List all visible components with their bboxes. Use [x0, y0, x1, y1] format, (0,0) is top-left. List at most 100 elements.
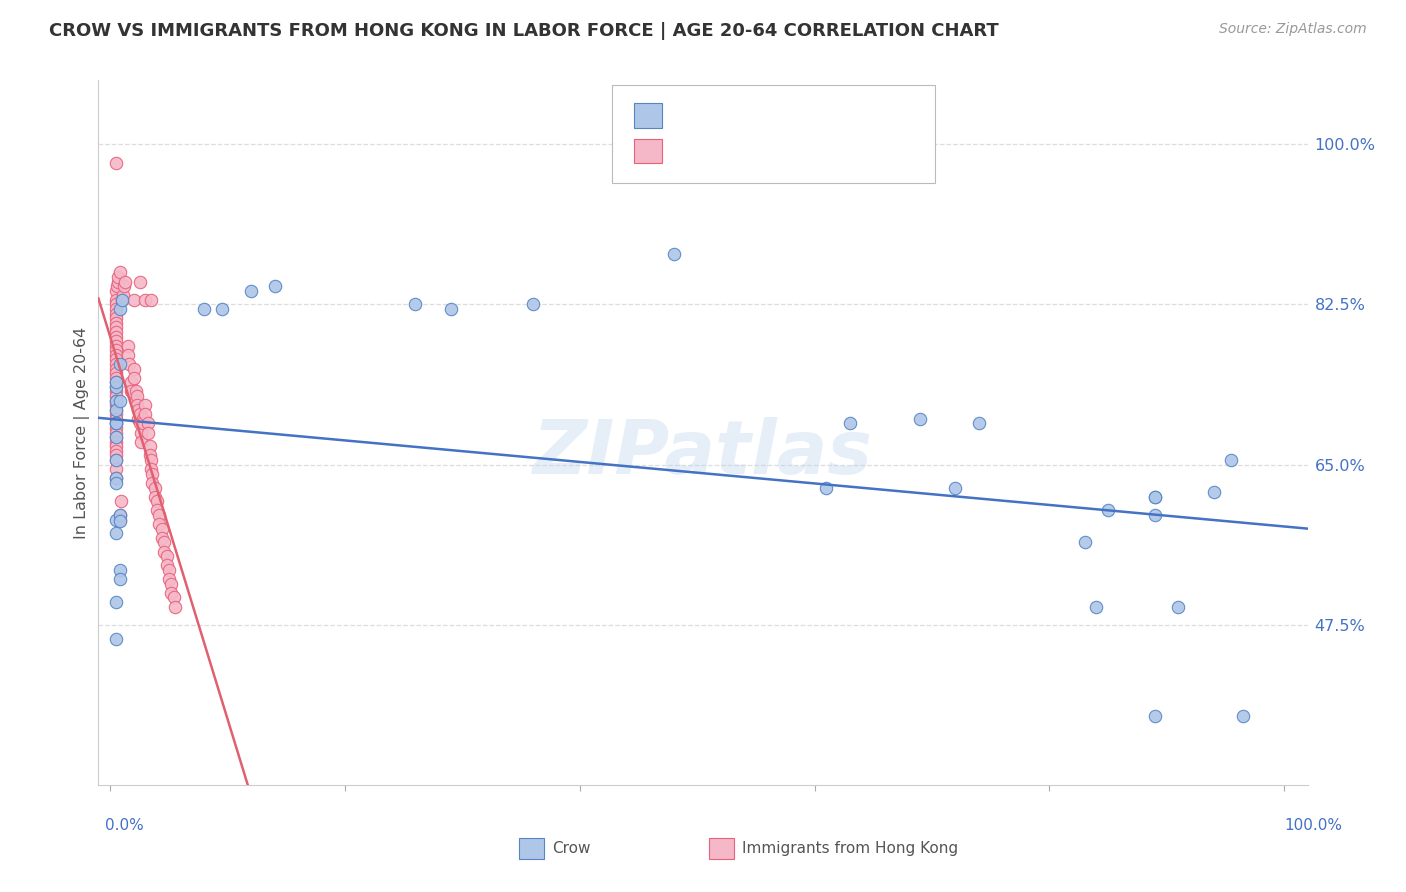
- Point: [105, 398, 128, 412]
- Point: [127, 389, 149, 403]
- Point: [1232, 709, 1254, 723]
- Point: [945, 481, 967, 495]
- Point: [108, 512, 131, 526]
- Point: [105, 425, 128, 440]
- Point: [1143, 508, 1166, 522]
- Point: [211, 301, 233, 316]
- Point: [128, 407, 150, 421]
- Point: [128, 417, 150, 431]
- Point: [105, 632, 128, 646]
- Point: [105, 307, 128, 321]
- Point: [105, 357, 128, 371]
- Point: [120, 384, 142, 399]
- Point: [105, 352, 128, 367]
- Point: [155, 558, 177, 573]
- Point: [105, 417, 128, 431]
- Point: [1097, 503, 1119, 517]
- Point: [105, 449, 128, 463]
- Point: [439, 301, 461, 316]
- Point: [139, 439, 162, 453]
- Point: [129, 434, 152, 449]
- Point: [105, 526, 128, 541]
- Point: [1202, 485, 1225, 500]
- Point: [404, 297, 426, 311]
- Point: [105, 320, 128, 334]
- Point: [108, 357, 131, 371]
- Point: [105, 407, 128, 421]
- Point: [1085, 599, 1108, 614]
- Point: [838, 417, 860, 431]
- Point: [105, 343, 128, 358]
- Point: [122, 370, 145, 384]
- Point: [132, 417, 155, 431]
- Point: [105, 370, 128, 384]
- Point: [125, 393, 148, 408]
- Point: [153, 535, 176, 549]
- Point: [136, 417, 159, 431]
- Point: [117, 339, 139, 353]
- Text: Source: ZipAtlas.com: Source: ZipAtlas.com: [1219, 22, 1367, 37]
- Point: [148, 508, 170, 522]
- Point: [143, 481, 166, 495]
- Point: [522, 297, 544, 311]
- Point: [162, 591, 184, 605]
- Text: ZIPatlas: ZIPatlas: [533, 417, 873, 491]
- Point: [163, 599, 186, 614]
- Point: [1220, 453, 1243, 467]
- Point: [263, 279, 285, 293]
- Point: [105, 471, 128, 485]
- Point: [150, 522, 173, 536]
- Point: [125, 384, 148, 399]
- Point: [105, 393, 128, 408]
- Point: [105, 512, 128, 526]
- Text: 100.0%: 100.0%: [1285, 818, 1343, 832]
- Text: Crow: Crow: [553, 841, 591, 855]
- Point: [1143, 490, 1166, 504]
- Point: [122, 361, 145, 376]
- Point: [107, 275, 129, 289]
- Point: [105, 348, 128, 362]
- Point: [108, 265, 131, 279]
- Point: [157, 572, 180, 586]
- Point: [129, 425, 152, 440]
- Point: [108, 508, 131, 522]
- Point: [105, 444, 128, 458]
- Point: [105, 453, 128, 467]
- Point: [105, 376, 128, 390]
- Point: [108, 515, 131, 529]
- Point: [908, 412, 931, 426]
- Point: [108, 508, 131, 522]
- Point: [105, 293, 128, 307]
- Point: [1167, 599, 1189, 614]
- Point: [105, 301, 128, 316]
- Point: [1073, 535, 1095, 549]
- Point: [105, 417, 128, 431]
- Point: [105, 430, 128, 444]
- Point: [141, 462, 163, 476]
- Point: [105, 434, 128, 449]
- Point: [141, 475, 163, 490]
- Point: [105, 402, 128, 417]
- Point: [118, 357, 141, 371]
- Point: [105, 380, 128, 394]
- Point: [120, 376, 142, 390]
- Point: [105, 361, 128, 376]
- Point: [150, 531, 173, 545]
- Point: [108, 393, 131, 408]
- Point: [141, 467, 163, 481]
- Y-axis label: In Labor Force | Age 20-64: In Labor Force | Age 20-64: [75, 326, 90, 539]
- Point: [107, 270, 129, 285]
- Text: -0.146: -0.146: [709, 106, 762, 125]
- Point: [134, 398, 156, 412]
- Point: [110, 494, 132, 508]
- Point: [815, 481, 838, 495]
- Text: Immigrants from Hong Kong: Immigrants from Hong Kong: [742, 841, 959, 855]
- Point: [105, 402, 128, 417]
- Text: 0.0%: 0.0%: [105, 818, 145, 832]
- Text: 112: 112: [799, 142, 831, 161]
- Point: [146, 494, 169, 508]
- Point: [143, 490, 166, 504]
- Point: [132, 412, 155, 426]
- Point: [105, 376, 128, 390]
- Point: [105, 325, 128, 339]
